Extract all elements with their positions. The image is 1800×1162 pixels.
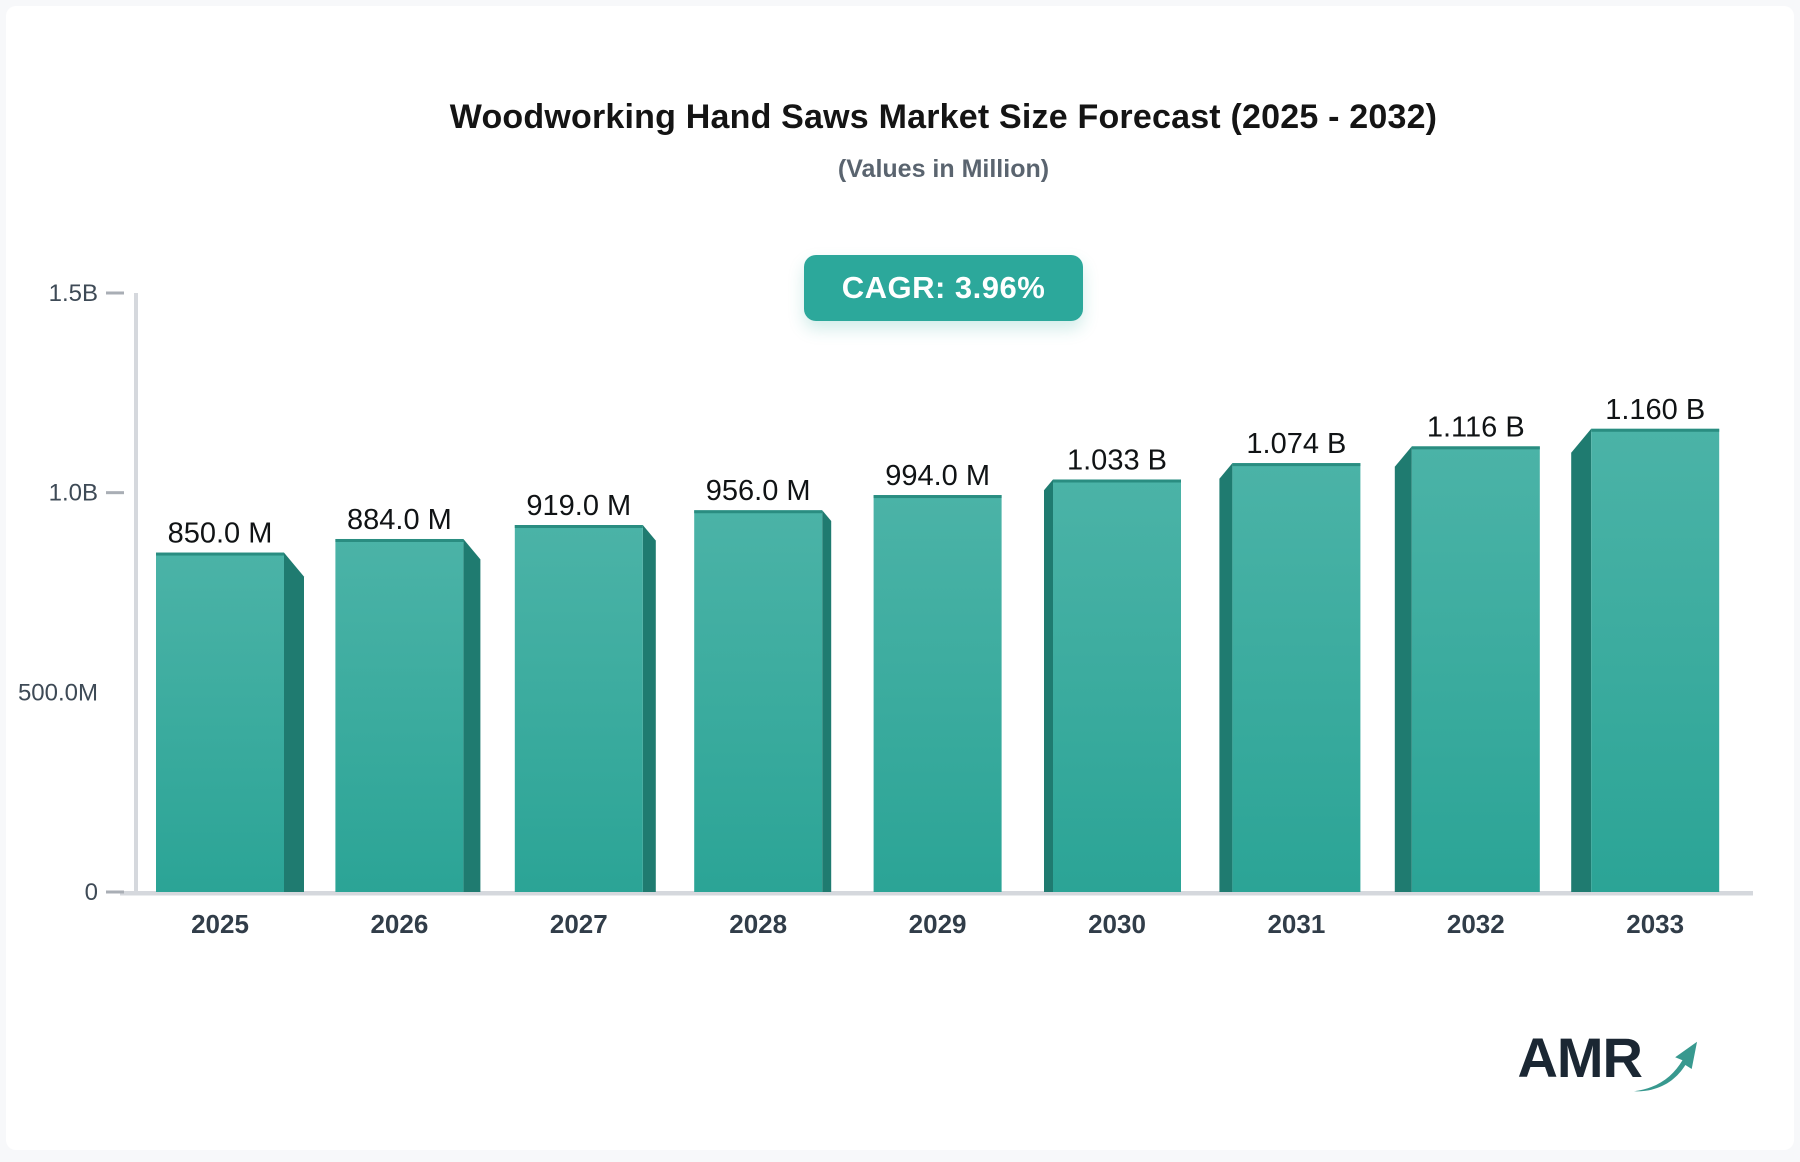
bar-2031: 1.074 B 2031 <box>1219 428 1361 939</box>
amr-logo: AMR <box>1517 1030 1698 1098</box>
bar-side-face <box>822 510 832 892</box>
bar-top-edge <box>156 552 284 556</box>
bar-side-face <box>463 538 481 892</box>
bar-value-label: 956.0 M <box>706 475 811 507</box>
x-axis-label: 2029 <box>909 909 967 939</box>
bar-value-label: 850.0 M <box>168 518 273 550</box>
bar-2026: 884.0 M 2026 <box>335 504 481 939</box>
bar-2025: 850.0 M 2025 <box>156 518 304 939</box>
chart-header: Woodworking Hand Saws Market Size Foreca… <box>136 98 1751 184</box>
bar-top-edge <box>1232 463 1361 467</box>
x-axis-label: 2026 <box>370 909 428 939</box>
x-axis-label: 2028 <box>729 909 787 939</box>
x-axis-label: 2031 <box>1267 909 1325 939</box>
bar-value-label: 1.033 B <box>1067 444 1167 476</box>
bar-front-face <box>1591 428 1720 892</box>
bar-top-edge <box>1411 446 1540 450</box>
bar-value-label: 994.0 M <box>885 460 990 492</box>
bar-value-label: 919.0 M <box>526 490 631 522</box>
bar-value-label: 1.116 B <box>1427 411 1525 443</box>
chart-title: Woodworking Hand Saws Market Size Foreca… <box>449 98 1438 136</box>
bar-side-face <box>1044 479 1053 892</box>
bar-side-face <box>1219 463 1233 892</box>
x-axis-label: 2025 <box>191 909 249 939</box>
bar-value-label: 1.074 B <box>1246 428 1346 460</box>
bar-side-face <box>642 525 656 892</box>
bar-top-edge <box>873 495 1002 499</box>
bar-value-label: 1.160 B <box>1605 394 1705 426</box>
bar-front-face <box>335 538 464 892</box>
bar-front-face <box>514 525 643 892</box>
bar-front-face <box>873 495 1002 892</box>
bar-2029: 994.0 M 2029 <box>873 460 1002 939</box>
bar-chart: 1.5B 1.0B 500.0M 0 850.0 M 2025 884.0 M 2026 919… <box>18 280 1753 939</box>
bar-2032: 1.116 B 2032 <box>1394 411 1540 939</box>
bar-2033: 1.160 B 2033 <box>1571 394 1720 939</box>
bar-top-edge <box>1591 428 1720 432</box>
y-tick-dash <box>106 291 124 295</box>
growth-arrow-icon <box>1633 1041 1698 1092</box>
x-axis-label: 2030 <box>1088 909 1146 939</box>
bar-front-face <box>156 552 284 892</box>
bar-front-face <box>694 510 823 892</box>
chart-subtitle: (Values in Million) <box>837 155 1050 183</box>
bar-front-face <box>1053 479 1181 892</box>
cagr-badge-wrap: CAGR: 3.96% <box>136 255 1751 321</box>
bar-2030: 1.033 B 2030 <box>1044 444 1181 939</box>
bar-side-face <box>284 552 304 892</box>
bar-front-face <box>1411 446 1540 892</box>
x-axis-line <box>120 891 1753 896</box>
y-tick-label: 500.0M <box>18 679 98 706</box>
bar-value-label: 884.0 M <box>347 504 452 536</box>
bar-top-edge <box>694 510 823 514</box>
x-axis-label: 2032 <box>1447 909 1505 939</box>
bar-side-face <box>1571 428 1592 892</box>
bar-2027: 919.0 M 2027 <box>514 490 656 939</box>
cagr-badge: CAGR: 3.96% <box>803 255 1084 321</box>
y-tick-dash <box>106 491 124 495</box>
y-tick-label: 1.0B <box>49 480 98 507</box>
bar-2028: 956.0 M 2028 <box>694 475 832 939</box>
chart-card: Woodworking Hand Saws Market Size Foreca… <box>6 6 1794 1150</box>
bar-top-edge <box>514 525 643 529</box>
x-axis-label: 2027 <box>550 909 608 939</box>
y-tick-label: 1.5B <box>49 280 98 307</box>
y-axis-line <box>134 293 138 892</box>
bar-top-edge <box>335 538 464 542</box>
bar-side-face <box>1394 446 1412 892</box>
bar-front-face <box>1232 463 1361 892</box>
y-tick-dash <box>106 890 124 894</box>
amr-logo-text: AMR <box>1517 1026 1643 1089</box>
bar-top-edge <box>1053 479 1181 483</box>
x-axis-label: 2033 <box>1626 909 1684 939</box>
y-tick-label: 0 <box>85 879 98 906</box>
